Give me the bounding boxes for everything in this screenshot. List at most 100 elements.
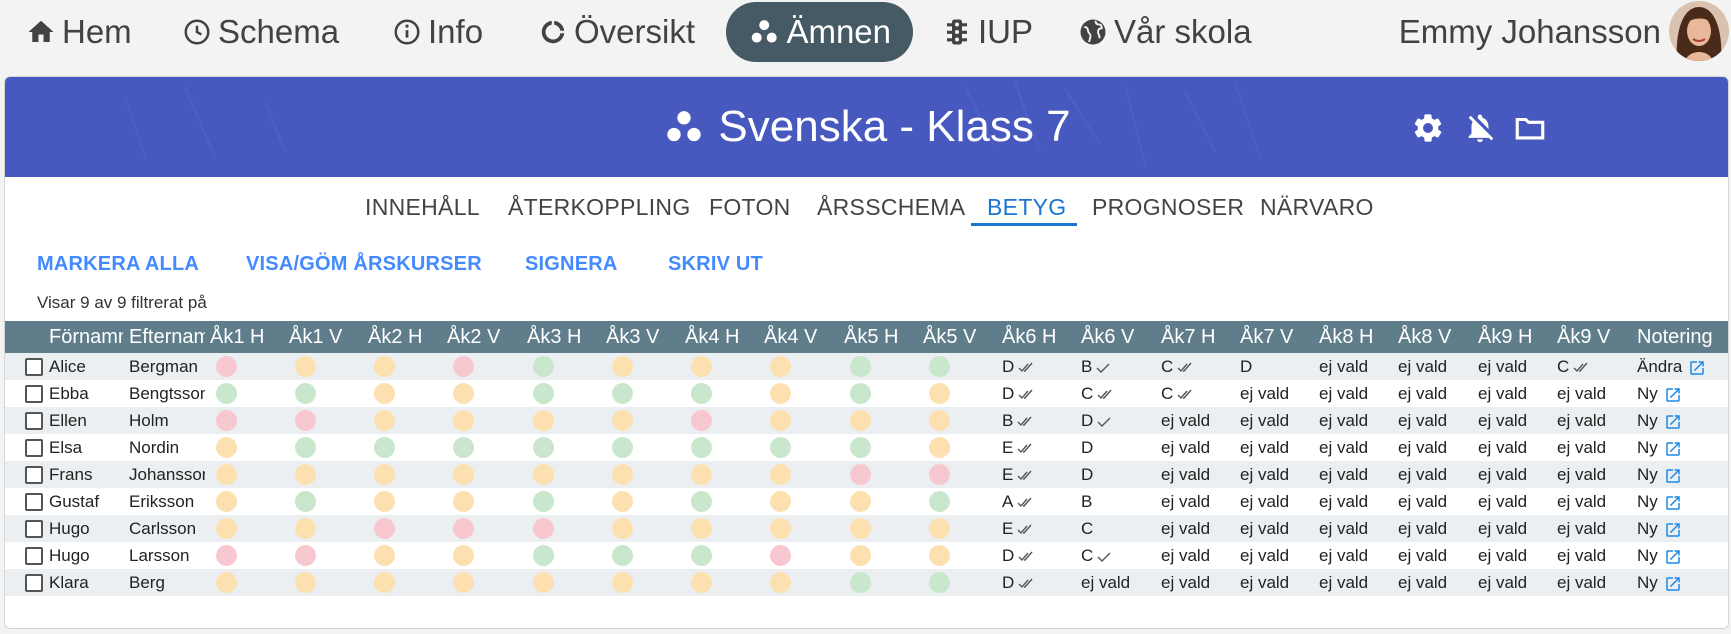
status-dot-orange[interactable] xyxy=(295,518,316,539)
status-dot-orange[interactable] xyxy=(929,383,950,404)
grade-cell[interactable]: D xyxy=(1081,434,1093,461)
column-header[interactable]: Åk2 H xyxy=(368,326,423,348)
grade-cell[interactable]: D xyxy=(1002,542,1036,569)
grade-cell[interactable]: ej vald xyxy=(1240,461,1289,488)
status-dot-orange[interactable] xyxy=(850,545,871,566)
grade-cell[interactable]: D xyxy=(1002,569,1036,596)
grade-cell[interactable]: ej vald xyxy=(1557,569,1606,596)
grade-cell[interactable]: ej vald xyxy=(1319,434,1368,461)
status-dot-orange[interactable] xyxy=(612,410,633,431)
status-dot-orange[interactable] xyxy=(612,464,633,485)
status-dot-orange[interactable] xyxy=(453,545,474,566)
row-checkbox[interactable] xyxy=(25,358,43,376)
status-dot-orange[interactable] xyxy=(929,518,950,539)
status-dot-orange[interactable] xyxy=(453,410,474,431)
status-dot-orange[interactable] xyxy=(295,356,316,377)
column-header[interactable]: Efternamn xyxy=(129,326,205,348)
grade-cell[interactable]: ej vald xyxy=(1557,434,1606,461)
grade-cell[interactable]: B xyxy=(1081,353,1110,380)
status-dot-orange[interactable] xyxy=(533,410,554,431)
status-dot-red[interactable] xyxy=(295,410,316,431)
status-dot-green[interactable] xyxy=(929,491,950,512)
grade-cell[interactable]: E xyxy=(1002,461,1035,488)
grade-cell[interactable]: ej vald xyxy=(1398,380,1447,407)
tab-narvaro[interactable]: NÄRVARO xyxy=(1260,194,1374,220)
grade-cell[interactable]: ej vald xyxy=(1240,380,1289,407)
status-dot-orange[interactable] xyxy=(374,572,395,593)
status-dot-orange[interactable] xyxy=(374,464,395,485)
grade-cell[interactable]: ej vald xyxy=(1557,542,1606,569)
grade-cell[interactable]: ej vald xyxy=(1161,488,1210,515)
status-dot-green[interactable] xyxy=(850,383,871,404)
grade-cell[interactable]: ej vald xyxy=(1557,407,1606,434)
status-dot-green[interactable] xyxy=(850,356,871,377)
status-dot-orange[interactable] xyxy=(374,383,395,404)
note-link[interactable]: Ny xyxy=(1637,380,1682,407)
grade-cell[interactable]: ej vald xyxy=(1319,542,1368,569)
tab-innehall[interactable]: INNEHÅLL xyxy=(365,194,480,220)
grade-cell[interactable]: ej vald xyxy=(1319,407,1368,434)
status-dot-orange[interactable] xyxy=(612,572,633,593)
grade-cell[interactable]: ej vald xyxy=(1240,542,1289,569)
status-dot-orange[interactable] xyxy=(216,437,237,458)
column-header[interactable]: Notering xyxy=(1637,326,1713,348)
grade-cell[interactable]: ej vald xyxy=(1319,569,1368,596)
grade-cell[interactable]: C xyxy=(1081,515,1093,542)
status-dot-green[interactable] xyxy=(691,491,712,512)
status-dot-orange[interactable] xyxy=(770,410,791,431)
grade-cell[interactable]: ej vald xyxy=(1161,461,1210,488)
column-header[interactable]: Åk6 H xyxy=(1002,326,1057,348)
status-dot-green[interactable] xyxy=(850,572,871,593)
column-header[interactable]: Åk2 V xyxy=(447,326,501,348)
grade-cell[interactable]: ej vald xyxy=(1398,434,1447,461)
row-checkbox[interactable] xyxy=(25,385,43,403)
status-dot-orange[interactable] xyxy=(770,572,791,593)
status-dot-orange[interactable] xyxy=(453,491,474,512)
status-dot-orange[interactable] xyxy=(850,518,871,539)
status-dot-orange[interactable] xyxy=(374,410,395,431)
grade-cell[interactable]: C xyxy=(1557,353,1591,380)
status-dot-orange[interactable] xyxy=(691,572,712,593)
status-dot-green[interactable] xyxy=(612,383,633,404)
column-header[interactable]: Åk9 V xyxy=(1557,326,1611,348)
status-dot-orange[interactable] xyxy=(770,518,791,539)
grade-cell[interactable]: ej vald xyxy=(1240,407,1289,434)
status-dot-red[interactable] xyxy=(691,410,712,431)
note-link[interactable]: Ny xyxy=(1637,407,1682,434)
grade-cell[interactable]: ej vald xyxy=(1398,407,1447,434)
status-dot-orange[interactable] xyxy=(770,464,791,485)
status-dot-orange[interactable] xyxy=(612,518,633,539)
status-dot-green[interactable] xyxy=(533,356,554,377)
status-dot-orange[interactable] xyxy=(929,437,950,458)
note-link[interactable]: Ändra xyxy=(1637,353,1706,380)
status-dot-red[interactable] xyxy=(850,464,871,485)
column-header[interactable]: Åk4 H xyxy=(685,326,740,348)
status-dot-green[interactable] xyxy=(691,545,712,566)
status-dot-green[interactable] xyxy=(691,383,712,404)
grade-cell[interactable]: ej vald xyxy=(1081,569,1130,596)
nav-item-hem[interactable]: Hem xyxy=(4,2,154,62)
status-dot-red[interactable] xyxy=(453,356,474,377)
status-dot-orange[interactable] xyxy=(612,491,633,512)
status-dot-green[interactable] xyxy=(295,383,316,404)
grade-cell[interactable]: D xyxy=(1240,353,1252,380)
status-dot-green[interactable] xyxy=(929,356,950,377)
grade-cell[interactable]: ej vald xyxy=(1478,407,1527,434)
column-header[interactable]: Åk7 H xyxy=(1161,326,1216,348)
status-dot-orange[interactable] xyxy=(295,464,316,485)
tab-arsschema[interactable]: ÅRSSCHEMA xyxy=(817,194,966,220)
grade-cell[interactable]: ej vald xyxy=(1319,461,1368,488)
status-dot-orange[interactable] xyxy=(850,410,871,431)
status-dot-red[interactable] xyxy=(453,518,474,539)
grade-cell[interactable]: ej vald xyxy=(1478,353,1527,380)
nav-item-oversikt[interactable]: Översikt xyxy=(516,2,717,62)
status-dot-green[interactable] xyxy=(533,437,554,458)
grade-cell[interactable]: ej vald xyxy=(1240,515,1289,542)
grade-cell[interactable]: ej vald xyxy=(1161,542,1210,569)
grade-cell[interactable]: B xyxy=(1002,407,1035,434)
status-dot-green[interactable] xyxy=(216,383,237,404)
